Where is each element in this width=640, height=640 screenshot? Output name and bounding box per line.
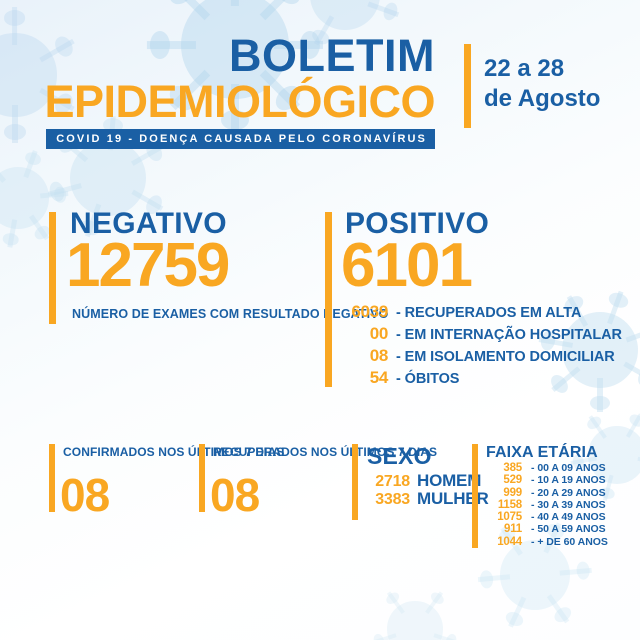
age-range-label: - 20 A 29 ANOS	[531, 486, 606, 499]
negative-value: 12759	[66, 231, 230, 300]
age-range-label: - 10 A 19 ANOS	[531, 474, 606, 487]
confirmed-7days-accent-bar	[49, 444, 55, 512]
breakdown-value: 54	[369, 368, 389, 387]
breakdown-value: 08	[369, 346, 389, 365]
age-range-list: 385 - 00 A 09 ANOS 529 - 10 A 19 ANOS 99…	[480, 462, 608, 548]
positive-breakdown-list: 6039 - RECUPERADOS EM ALTA 00 - EM INTER…	[332, 302, 622, 390]
sex-title: SEXO	[367, 443, 432, 469]
breakdown-row: 54 - ÓBITOS	[332, 368, 622, 390]
positive-label: POSITIVO	[345, 207, 490, 240]
page-title-line1: BOLETIM	[229, 30, 435, 81]
age-range-label: - + DE 60 ANOS	[531, 535, 608, 548]
age-range-title: FAIXA ETÁRIA	[486, 444, 598, 461]
sex-label: MULHER	[417, 489, 489, 508]
sex-list: 2718 HOMEM 3383 MULHER	[362, 471, 489, 508]
positive-value: 6101	[341, 231, 473, 300]
date-accent-bar	[464, 44, 471, 128]
age-range-row: 1044 - + DE 60 ANOS	[480, 536, 608, 548]
age-range-row: 1158 - 30 A 39 ANOS	[480, 499, 608, 511]
confirmed-7days-value: 08	[60, 469, 110, 521]
positive-accent-bar	[325, 212, 332, 387]
negative-caption: NÚMERO DE EXAMES COM RESULTADO NEGATIVO	[72, 307, 389, 321]
age-range-value: 999	[503, 486, 522, 499]
age-range-row: 1075 - 40 A 49 ANOS	[480, 511, 608, 523]
age-range-value: 911	[504, 523, 522, 536]
age-range-label: - 50 A 59 ANOS	[531, 523, 606, 536]
negative-label: NEGATIVO	[70, 207, 227, 240]
age-range-row: 529 - 10 A 19 ANOS	[480, 474, 608, 486]
age-range-row: 911 - 50 A 59 ANOS	[480, 523, 608, 535]
recovered-7days-accent-bar	[199, 444, 205, 512]
age-range-label: - 00 A 09 ANOS	[531, 462, 606, 474]
breakdown-label: - EM ISOLAMENTO DOMICILIAR	[396, 349, 615, 365]
age-range-value: 1075	[497, 511, 522, 524]
breakdown-value: 00	[369, 324, 389, 343]
age-range-accent-bar	[472, 444, 478, 548]
sex-row: 2718 HOMEM	[362, 471, 489, 490]
negative-accent-bar	[49, 212, 56, 324]
sex-value: 3383	[375, 491, 410, 508]
breakdown-row: 6039 - RECUPERADOS EM ALTA	[332, 302, 622, 324]
poster-footer: SECRETARIA DE SAÚDE PREFEITURA DE MUZAMB…	[0, 575, 640, 640]
subtitle-bar: COVID 19 - DOENÇA CAUSADA PELO CORONAVÍR…	[46, 129, 435, 149]
age-range-value: 1158	[497, 498, 522, 511]
date-range-line2: de Agosto	[484, 85, 601, 112]
page-title-line2: EPIDEMIOLÓGICO	[44, 76, 435, 127]
poster-header: BOLETIM EPIDEMIOLÓGICO COVID 19 - DOENÇA…	[0, 0, 640, 165]
confirmed-7days-title: CONFIRMADOS NOS ÚLTIMOS 7 DIAS	[63, 445, 285, 459]
recovered-7days-value: 08	[210, 469, 260, 521]
date-range: 22 a 28 de Agosto	[484, 54, 600, 114]
sex-row: 3383 MULHER	[362, 489, 489, 508]
sex-value: 2718	[375, 473, 410, 490]
breakdown-label: - EM INTERNAÇÃO HOSPITALAR	[396, 327, 622, 343]
age-range-row: 999 - 20 A 29 ANOS	[480, 487, 608, 499]
age-range-label: - 30 A 39 ANOS	[531, 498, 606, 511]
age-range-value: 1044	[497, 535, 522, 548]
breakdown-value: 6039	[351, 302, 388, 321]
breakdown-label: - RECUPERADOS EM ALTA	[396, 305, 582, 321]
title-block: BOLETIM EPIDEMIOLÓGICO	[5, 30, 435, 127]
sex-label: HOMEM	[417, 471, 482, 490]
age-range-value: 529	[503, 474, 522, 487]
age-range-value: 385	[503, 462, 522, 474]
breakdown-row: 08 - EM ISOLAMENTO DOMICILIAR	[332, 346, 622, 368]
age-range-row: 385 - 00 A 09 ANOS	[480, 462, 608, 474]
date-range-line1: 22 a 28	[484, 55, 565, 82]
age-range-label: - 40 A 49 ANOS	[531, 511, 606, 524]
sex-accent-bar	[352, 444, 358, 520]
breakdown-row: 00 - EM INTERNAÇÃO HOSPITALAR	[332, 324, 622, 346]
breakdown-label: - ÓBITOS	[396, 371, 460, 387]
recovered-7days-title: RECUPERADOS NOS ÚLTIMOS 7 DIAS	[213, 445, 438, 459]
